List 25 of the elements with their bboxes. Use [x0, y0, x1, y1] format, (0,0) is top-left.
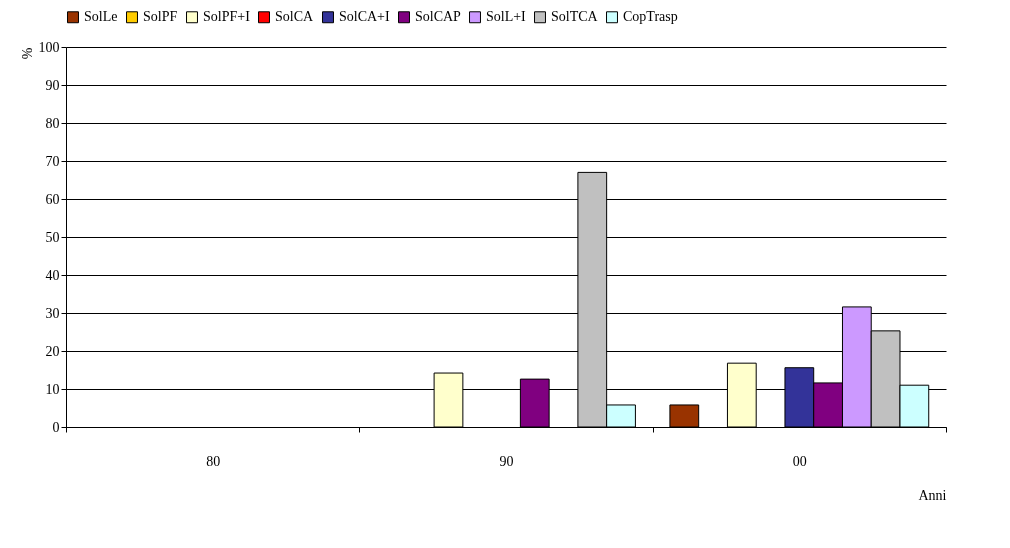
- x-axis-title: Anni: [918, 487, 947, 503]
- y-tick-label: 40: [45, 267, 60, 283]
- y-tick-label: 10: [45, 381, 60, 397]
- y-tick-label: 90: [45, 77, 60, 93]
- y-tick-label: 20: [45, 343, 60, 359]
- x-tick-label: 90: [499, 453, 514, 469]
- y-axis-title: %: [19, 47, 35, 60]
- legend-label: CopTrasp: [623, 9, 678, 25]
- y-tick-label: 80: [45, 115, 60, 131]
- legend-label: SolCA+I: [339, 9, 391, 25]
- legend-label: SolLe: [84, 9, 118, 25]
- y-tick-label: 0: [52, 419, 60, 435]
- legend-label: SolCA: [275, 9, 315, 25]
- legend-label: SolL+I: [486, 9, 527, 25]
- x-tick-label: 00: [792, 453, 807, 469]
- y-tick-label: 60: [45, 191, 60, 207]
- y-tick-label: 70: [45, 153, 60, 169]
- legend-label: SolCAP: [415, 9, 462, 25]
- y-tick-label: 30: [45, 305, 60, 321]
- y-tick-label: 50: [45, 229, 60, 245]
- legend-label: SolTCA: [551, 9, 599, 25]
- legend-label: SolPF+I: [203, 9, 251, 25]
- x-tick-label: 80: [206, 453, 221, 469]
- y-tick-label: 100: [38, 39, 60, 55]
- legend-label: SolPF: [143, 9, 178, 25]
